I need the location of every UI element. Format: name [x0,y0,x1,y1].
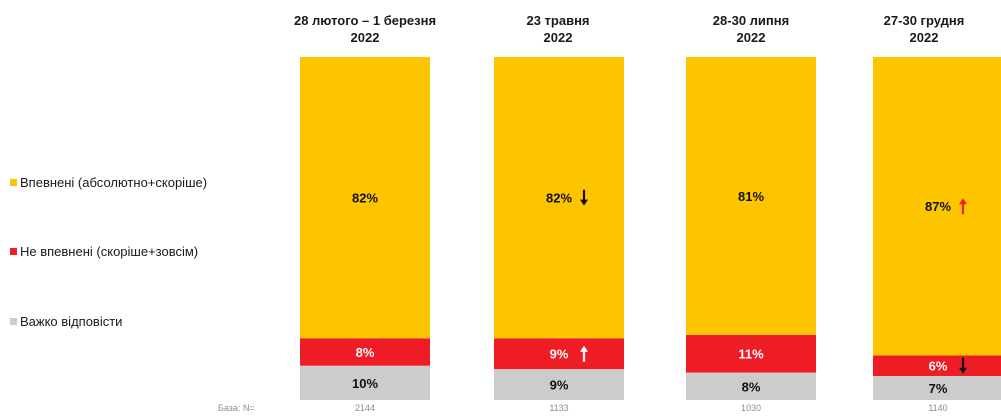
period-title-1: 28 лютого – 1 березня 2022 [285,12,445,46]
legend-label-not-confident: Не впевнені (скоріше+зовсім) [20,244,199,259]
bar-4-confident [873,57,1001,356]
legend-label-hard-to-say: Важко відповісти [20,314,123,329]
base-value-4: 1140 [928,403,948,413]
bar-3-hard-to-say [686,372,816,400]
bar-2-not-confident-change-arrow [580,345,588,362]
base-value-3: 1030 [740,403,762,413]
bar-3-not-confident [686,334,816,373]
legend-item-hard-to-say: Важко відповісти [10,314,122,329]
legend-swatch-not-confident [10,248,17,255]
bar-4-confident-label: 87% [925,199,951,214]
bar-4-not-confident-label: 6% [929,359,948,374]
bar-4-confident-change-arrow [959,198,967,215]
bar-2-not-confident-label: 9% [550,347,569,362]
bar-2-hard-to-say-label: 9% [550,378,569,393]
base-label: База: N= [218,403,255,413]
bar-2-confident [494,57,624,339]
legend-item-confident: Впевнені (абсолютно+скоріше) [10,175,207,190]
bar-1-confident [300,57,430,339]
bar-2-hard-to-say [494,369,624,400]
legend-label-confident: Впевнені (абсолютно+скоріше) [20,175,208,190]
period-title-2-line-2: 2022 [543,30,573,45]
base-value-1: 2144 [354,403,376,413]
bar-1-hard-to-say [300,365,430,400]
legend-item-not-confident: Не впевнені (скоріше+зовсім) [10,244,198,259]
bar-2-not-confident [494,338,624,370]
bar-4-not-confident-change-arrow [959,357,967,374]
bar-4-not-confident [873,355,1001,376]
bar-2-confident-change-arrow [580,189,588,206]
period-title-2-line-1: 23 травня [526,13,590,28]
bar-1-not-confident-label: 8% [356,345,375,360]
bar-1-hard-to-say-label: 10% [352,376,378,391]
period-title-1-line-2: 2022 [350,30,380,45]
period-title-3-line-1: 28-30 липня [712,13,790,28]
period-title-2: 23 травня 2022 [478,12,638,46]
period-title-1-line-1: 28 лютого – 1 березня [293,13,437,28]
legend-swatch-confident [10,179,17,186]
period-title-4: 27-30 грудня 2022 [844,12,1001,46]
period-title-3: 28-30 липня 2022 [671,12,831,46]
bar-4-hard-to-say-label: 7% [929,381,948,396]
legend-swatch-hard-to-say [10,318,17,325]
bar-1-not-confident [300,338,430,366]
bar-2-confident-label: 82% [546,191,572,206]
bar-3-confident-label: 81% [738,189,764,204]
base-value-2: 1133 [549,403,569,413]
bar-1-confident-label: 82% [352,191,378,206]
period-title-4-line-2: 2022 [909,30,939,45]
period-title-3-line-2: 2022 [736,30,766,45]
period-title-4-line-1: 27-30 грудня [883,13,965,28]
bar-3-confident [686,57,816,335]
bar-3-not-confident-label: 11% [738,347,764,362]
bar-4-hard-to-say [873,375,1001,400]
bar-3-hard-to-say-label: 8% [742,379,761,394]
